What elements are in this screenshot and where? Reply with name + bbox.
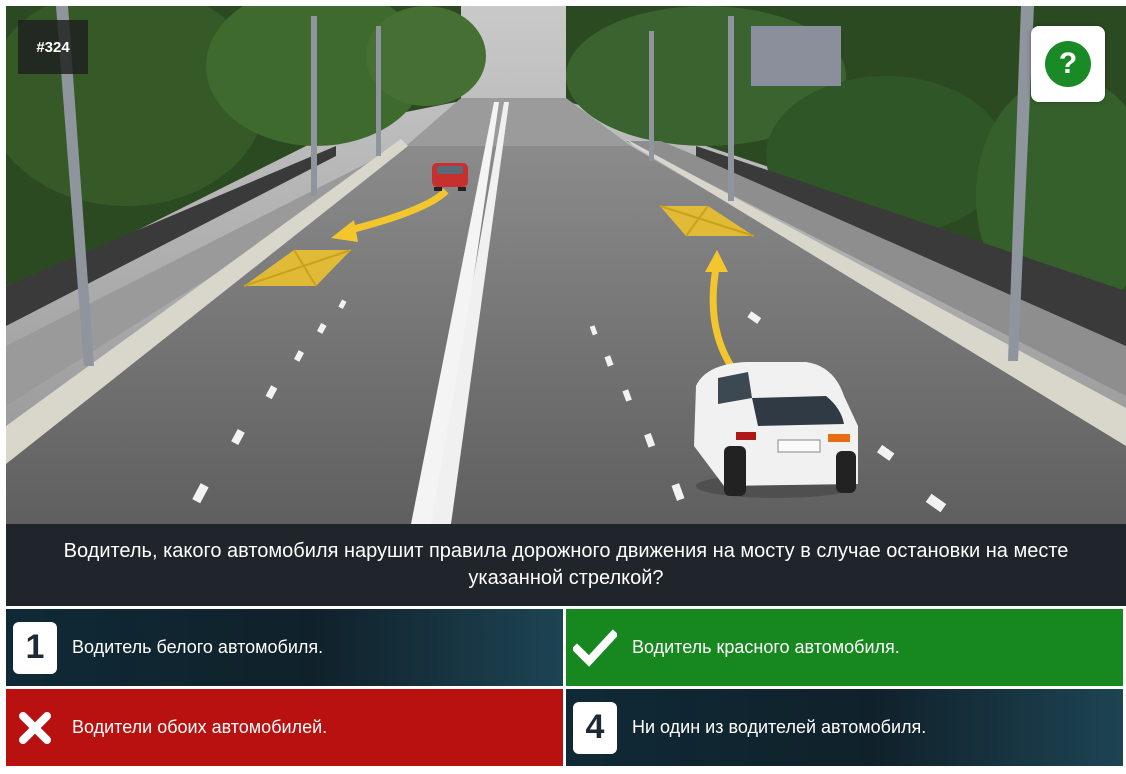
answer-option-2[interactable]: Водитель красного автомобиля. [566,609,1123,686]
stop-zone-right [659,205,755,237]
answer-option-4[interactable]: 4 Ни один из водителей автомобиля. [566,689,1123,766]
checkmark-icon [573,622,617,674]
answer-option-1[interactable]: 1 Водитель белого автомобиля. [6,609,563,686]
lane-dashes [192,299,947,513]
road-scene-illustration: #324 ? Водитель, какого автомобиля наруш… [6,6,1126,606]
arrow-left-curve [345,188,449,235]
answer-number-1: 1 [13,621,57,674]
answer-text-3: Водители обоих автомобилей. [72,717,328,737]
answer-option-3[interactable]: Водители обоих автомобилей. [6,689,563,766]
arrow-up-curve [709,267,734,368]
stop-zone-left [243,249,352,287]
white-car [694,362,858,498]
red-car [432,163,468,191]
answer-text-2: Водитель красного автомобиля. [632,637,900,657]
cross-icon [13,702,57,754]
answer-text-1: Водитель белого автомобиля. [72,637,324,657]
answer-number-4: 4 [573,701,617,754]
question-card: #324 ? Водитель, какого автомобиля наруш… [6,6,1126,774]
light-poles [56,6,1034,366]
help-button[interactable]: ? [1031,26,1105,102]
question-circle-icon: ? [1045,41,1091,87]
question-number-badge: #324 [18,20,88,74]
bridge-scene [6,6,1126,606]
answer-text-4: Ни один из водителей автомобиля. [632,717,927,737]
question-text: Водитель, какого автомобиля нарушит прав… [6,524,1126,606]
answers-grid: 1 Водитель белого автомобиля. Водитель к… [6,609,1126,771]
